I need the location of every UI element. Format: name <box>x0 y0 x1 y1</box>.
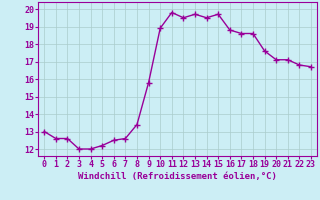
X-axis label: Windchill (Refroidissement éolien,°C): Windchill (Refroidissement éolien,°C) <box>78 172 277 181</box>
